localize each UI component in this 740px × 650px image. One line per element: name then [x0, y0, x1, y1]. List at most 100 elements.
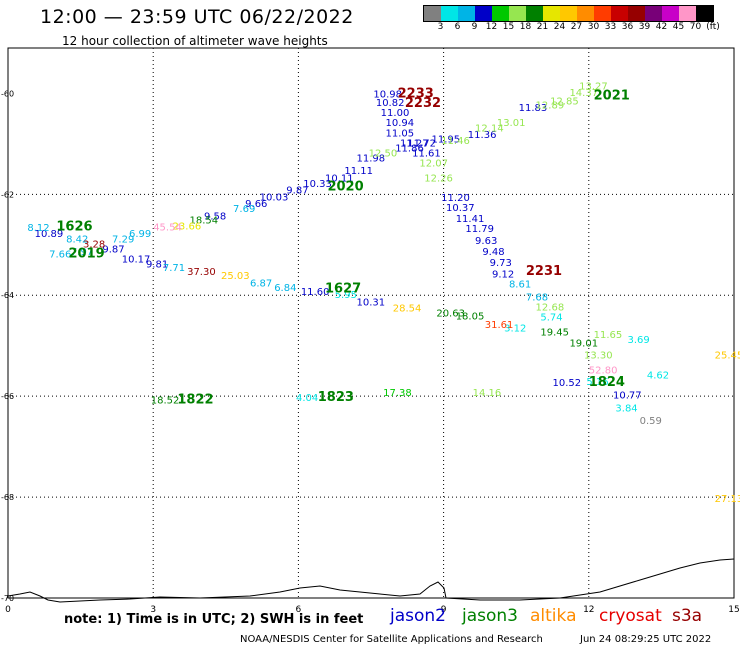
swh-reading: 9.73: [490, 258, 512, 269]
swh-reading: 4.62: [647, 371, 669, 382]
swh-reading: 7.66: [49, 249, 71, 260]
swh-reading: 8.12: [27, 223, 49, 234]
swh-reading: 10.11: [325, 174, 354, 185]
swh-reading: 12.07: [419, 159, 448, 170]
y-tick-label: -66: [1, 392, 14, 401]
pass-time-label: 2232: [405, 96, 441, 111]
swh-reading: 3.12: [504, 324, 526, 335]
swh-reading: 5.16: [586, 377, 608, 388]
credit-line: NOAA/NESDIS Center for Satellite Applica…: [240, 634, 543, 645]
pass-time-label: 1824: [589, 375, 625, 390]
page-subtitle: 12 hour collection of altimeter wave hei…: [62, 34, 328, 48]
legend-swatch: [577, 6, 594, 21]
swh-reading: 45.54: [153, 223, 182, 234]
swh-reading: 11.20: [441, 193, 470, 204]
legend-tick-label: 42: [655, 22, 668, 32]
swh-reading: 20.63: [436, 308, 465, 319]
swh-reading: 14.37: [569, 88, 598, 99]
swh-reading: 3.69: [628, 335, 650, 346]
swh-reading: 18.52: [151, 396, 180, 407]
swh-reading: 18.54: [190, 216, 219, 227]
swh-reading: 27.13: [715, 494, 740, 505]
swh-reading: 11.00: [381, 108, 410, 119]
swh-reading: 11.60: [301, 287, 330, 298]
legend-tick-label: 39: [638, 22, 651, 32]
swh-reading: 10.33: [303, 179, 332, 190]
legend-tick-label: 27: [570, 22, 583, 32]
swh-reading: 0.59: [640, 416, 662, 427]
swh-reading: 11.95: [432, 134, 461, 145]
legend-swatch: [424, 6, 441, 21]
swh-reading: 4.04: [296, 393, 318, 404]
swh-reading: 12.26: [424, 174, 453, 185]
swh-reading: 11.46: [441, 136, 470, 147]
swh-reading: 13.30: [584, 350, 613, 361]
coastline: Antarctic coastline: [7, 558, 735, 603]
pass-time-label: 2231: [526, 264, 562, 279]
legend-tick-label: 30: [587, 22, 600, 32]
swh-reading: 9.63: [475, 236, 497, 247]
x-tick-label: 0: [5, 605, 11, 615]
x-tick-label: 15: [728, 605, 739, 615]
swh-reading: 19.01: [569, 339, 598, 350]
legend-swatch: [594, 6, 611, 21]
swh-reading: 6.84: [274, 283, 296, 294]
swh-reading: 10.37: [446, 203, 475, 214]
swh-reading: 7.97: [71, 247, 93, 258]
swh-reading: 10.31: [356, 297, 385, 308]
map-frame: [7, 47, 735, 599]
swh-reading: 9.87: [286, 185, 308, 196]
swh-reading: 11.36: [468, 130, 497, 141]
legend-swatch: [662, 6, 679, 21]
swh-reading: 18.05: [456, 311, 485, 322]
swh-reading: 12.68: [536, 302, 565, 313]
pass-time-label: 1823: [318, 390, 354, 405]
swh-reading: 31.61: [485, 320, 514, 331]
swh-reading: 8.61: [509, 280, 531, 291]
legend-tick-label: 21: [536, 22, 549, 32]
swh-reading: 17.38: [383, 388, 412, 399]
swh-reading: 5.74: [540, 312, 562, 323]
pass-time-label: 2020: [327, 179, 363, 194]
swh-reading: 9.12: [492, 270, 514, 281]
swh-reading: 12.50: [369, 148, 398, 159]
x-tick-label: 12: [583, 605, 594, 615]
satellite-name-jason2: jason2: [390, 606, 446, 626]
swh-reading: 10.89: [35, 229, 64, 240]
swh-reading: 10.98: [373, 89, 402, 100]
satellite-name-jason3: jason3: [462, 606, 518, 626]
legend-tick-label: 9: [471, 22, 478, 32]
legend-swatch: [611, 6, 628, 21]
pass-time-label: 1627: [325, 282, 361, 297]
swh-reading: 11.61: [412, 148, 441, 159]
swh-reading: 10.94: [386, 118, 415, 129]
swh-reading: 9.48: [482, 247, 504, 258]
swh-reading: 11.72: [407, 138, 436, 149]
swh-reading: 9.87: [102, 244, 124, 255]
y-tick-label: -68: [1, 493, 14, 502]
legend-swatch: [458, 6, 475, 21]
legend-swatch: [645, 6, 662, 21]
generated-timestamp: Jun 24 08:29:25 UTC 2022: [580, 634, 712, 645]
legend-tick-label: 15: [502, 22, 515, 32]
swh-reading: 11.65: [594, 330, 623, 341]
legend-swatch: [628, 6, 645, 21]
swh-reading: 5.95: [335, 290, 357, 301]
swh-reading: 25.45: [715, 350, 740, 361]
legend-tick-label: 33: [604, 22, 617, 32]
swh-reading: 10.82: [376, 98, 405, 109]
legend-tick-label: 6: [454, 22, 461, 32]
pass-time-label: 1822: [177, 393, 213, 408]
x-tick-label: 9: [441, 605, 447, 615]
pass-time-label: 2021: [594, 88, 630, 103]
swh-reading: 11.27: [400, 138, 429, 149]
legend-tick-label: 3: [437, 22, 444, 32]
swh-reading: 9.58: [204, 212, 226, 223]
swh-reading: 12.14: [475, 123, 504, 134]
footer-note: note: 1) Time is in UTC; 2) SWH is in fe…: [64, 612, 364, 627]
y-tick-label: -70: [1, 594, 14, 603]
legend-tick-label: 12: [485, 22, 498, 32]
swh-reading: 6.87: [250, 279, 272, 290]
legend-tick-label: 70: [689, 22, 702, 32]
